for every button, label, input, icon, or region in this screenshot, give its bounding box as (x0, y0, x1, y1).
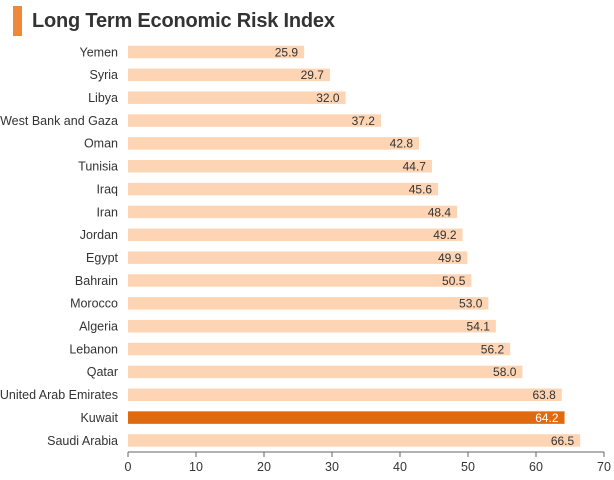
value-label-qatar: 58.0 (493, 365, 517, 379)
value-label-iran: 48.4 (428, 205, 452, 219)
chart-title: Long Term Economic Risk Index (32, 10, 335, 32)
x-tick-label-60: 60 (529, 460, 543, 474)
x-tick-label-30: 30 (325, 460, 339, 474)
bar-lebanon (128, 342, 511, 356)
bar-oman (128, 137, 420, 150)
value-label-yemen: 25.9 (275, 45, 299, 59)
bar-yemen (128, 45, 305, 59)
value-label-algeria: 54.1 (467, 320, 491, 334)
bars-group: Yemen 25.9 Syria 29.7 Libya 32.0 West Bank and… (0, 45, 581, 448)
value-label-west-bank-and-gaza: 37.2 (352, 114, 376, 128)
bar-united-arab-emirates (128, 388, 562, 401)
category-label-west-bank-and-gaza: West Bank and Gaza (0, 114, 118, 128)
bar-kuwait (128, 411, 565, 424)
bar-algeria (128, 319, 496, 333)
bar-libya (128, 91, 346, 104)
bar-syria (128, 68, 330, 82)
category-label-jordan: Jordan (80, 228, 118, 242)
category-label-kuwait: Kuwait (80, 411, 118, 425)
category-label-syria: Syria (90, 68, 119, 82)
bar-iraq (128, 182, 439, 196)
x-tick-label-40: 40 (393, 460, 407, 474)
title-accent-bar (13, 6, 22, 36)
category-label-iraq: Iraq (96, 182, 118, 196)
value-label-tunisia: 44.7 (403, 160, 427, 174)
category-label-saudi-arabia: Saudi Arabia (47, 434, 118, 448)
category-label-lebanon: Lebanon (69, 342, 118, 356)
x-tick-label-70: 70 (597, 460, 611, 474)
bar-qatar (128, 365, 523, 379)
bar-saudi-arabia (128, 434, 581, 447)
bar-morocco (128, 297, 489, 310)
bar-egypt (128, 251, 468, 264)
value-label-saudi-arabia: 66.5 (551, 434, 575, 448)
value-label-iraq: 45.6 (409, 182, 433, 196)
value-label-jordan: 49.2 (433, 228, 457, 242)
bar-west-bank-and-gaza (128, 114, 381, 127)
bar-iran (128, 205, 458, 219)
value-label-morocco: 53.0 (459, 297, 483, 311)
x-axis: 0 10 20 30 40 50 60 70 (125, 451, 611, 474)
category-label-tunisia: Tunisia (78, 160, 118, 174)
value-label-egypt: 49.9 (438, 251, 462, 265)
value-label-syria: 29.7 (301, 68, 325, 82)
category-label-united-arab-emirates: United Arab Emirates (0, 388, 118, 402)
bar-bahrain (128, 274, 472, 287)
category-label-algeria: Algeria (79, 320, 118, 334)
x-tick-label-50: 50 (461, 460, 475, 474)
value-label-bahrain: 50.5 (442, 274, 466, 288)
category-label-oman: Oman (84, 137, 118, 151)
value-label-kuwait: 64.2 (535, 411, 559, 425)
value-label-oman: 42.8 (390, 137, 414, 151)
value-label-lebanon: 56.2 (481, 342, 505, 356)
value-label-libya: 32.0 (316, 91, 340, 105)
category-label-bahrain: Bahrain (75, 274, 118, 288)
value-label-united-arab-emirates: 63.8 (532, 388, 556, 402)
bar-jordan (128, 228, 463, 242)
category-label-iran: Iran (96, 205, 118, 219)
category-label-libya: Libya (88, 91, 118, 105)
x-tick-label-0: 0 (125, 460, 132, 474)
x-tick-label-10: 10 (189, 460, 203, 474)
category-label-egypt: Egypt (86, 251, 118, 265)
x-tick-label-20: 20 (257, 460, 271, 474)
bar-tunisia (128, 160, 432, 173)
category-label-yemen: Yemen (80, 45, 119, 59)
category-label-morocco: Morocco (70, 297, 118, 311)
category-label-qatar: Qatar (87, 365, 118, 379)
